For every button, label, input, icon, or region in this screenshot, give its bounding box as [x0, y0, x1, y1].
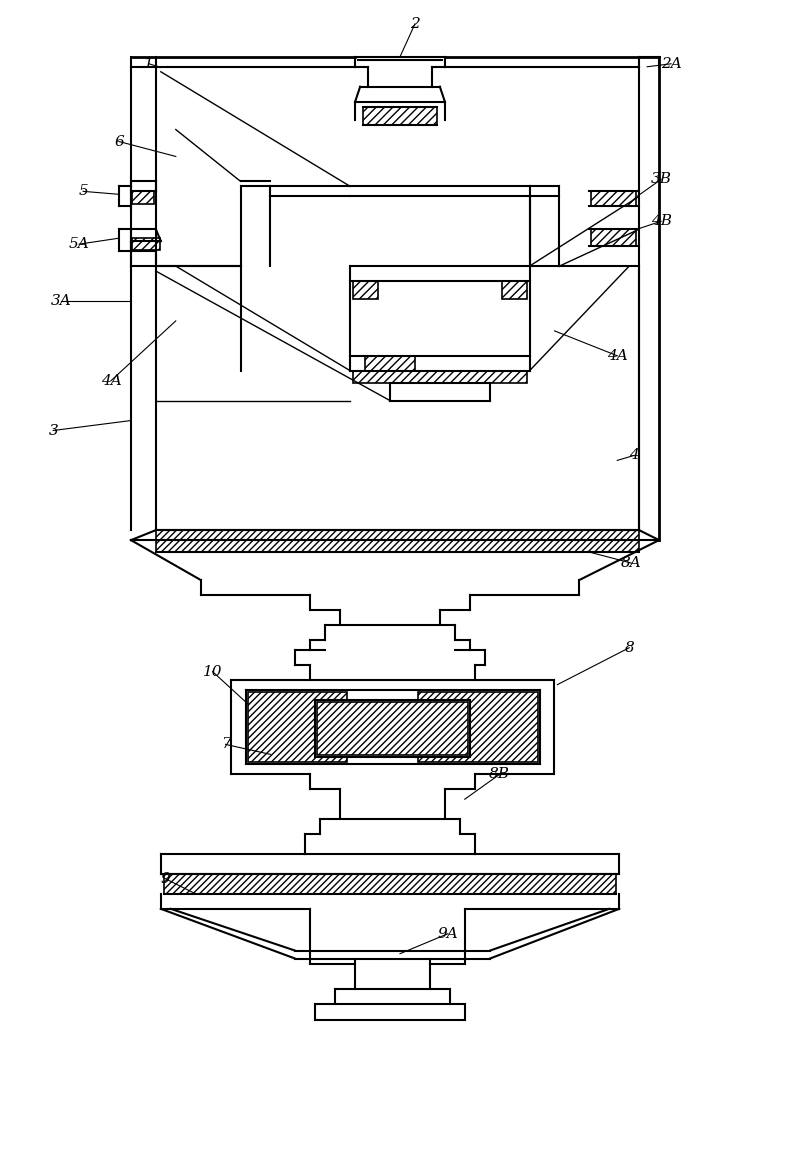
Text: 2: 2	[410, 17, 420, 31]
Text: 4A: 4A	[607, 348, 628, 362]
Text: 5: 5	[78, 184, 88, 198]
Text: 3A: 3A	[51, 294, 71, 308]
Bar	[591, 191, 636, 206]
Text: 5A: 5A	[69, 237, 90, 251]
Text: 9A: 9A	[438, 927, 458, 941]
Bar	[365, 355, 415, 374]
Bar	[132, 191, 154, 205]
Bar	[156, 530, 639, 552]
Bar	[318, 702, 468, 756]
Text: 6: 6	[114, 135, 124, 148]
Text: 8: 8	[624, 641, 634, 654]
Bar	[418, 691, 538, 762]
Bar	[591, 229, 636, 246]
Bar	[247, 691, 347, 762]
Text: 4B: 4B	[650, 214, 671, 228]
Bar	[164, 874, 616, 894]
Text: 1: 1	[144, 56, 154, 71]
Text: 4A: 4A	[101, 374, 122, 388]
Text: 10: 10	[203, 665, 222, 678]
Bar	[363, 107, 437, 124]
Text: 3: 3	[48, 423, 58, 437]
Text: 3B: 3B	[650, 172, 671, 186]
Bar	[315, 699, 470, 758]
Text: 8A: 8A	[621, 557, 642, 570]
Bar	[353, 281, 378, 299]
Bar	[353, 370, 526, 383]
Text: 7: 7	[221, 737, 230, 751]
Text: 9: 9	[161, 872, 170, 886]
Text: 4: 4	[630, 448, 639, 462]
Bar	[502, 281, 526, 299]
Text: 2A: 2A	[661, 56, 682, 71]
Text: 8B: 8B	[489, 767, 510, 781]
Bar	[132, 238, 160, 251]
